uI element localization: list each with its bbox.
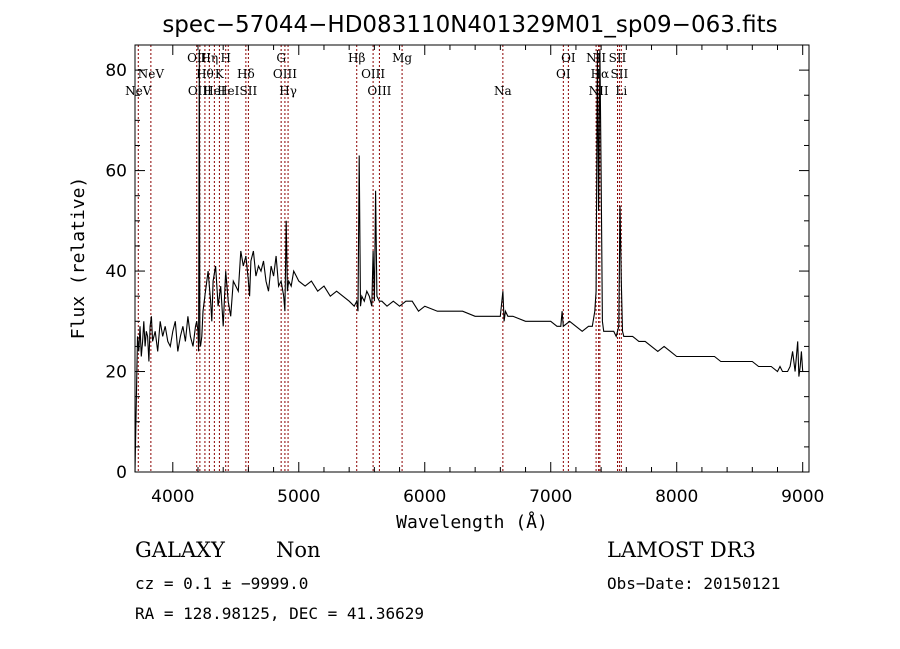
- emission-line-label: Hβ: [348, 51, 365, 65]
- emission-line-label: OIII: [273, 67, 297, 81]
- x-tick-label: 8000: [655, 487, 698, 507]
- emission-line-label: OII: [187, 51, 207, 65]
- y-tick-label: 40: [105, 262, 127, 282]
- emission-line-label: OIII: [188, 84, 212, 98]
- ra-dec-readout: RA = 128.98125, DEC = 41.36629: [135, 604, 424, 623]
- emission-line-label: Na: [494, 84, 512, 98]
- emission-line-label: Hη: [201, 51, 219, 65]
- emission-line-label: Hγ: [279, 84, 297, 98]
- emission-line-label: G: [276, 51, 286, 65]
- emission-line-label: OI: [561, 51, 576, 65]
- emission-line-label: Hθ: [196, 67, 214, 81]
- emission-line-label: OI: [556, 67, 571, 81]
- spectrum-line: [134, 49, 804, 473]
- y-tick-label: 20: [105, 363, 127, 383]
- x-tick-label: 4000: [151, 487, 194, 507]
- emission-line-label: NeV: [125, 84, 152, 98]
- x-axis: 4000 5000 6000 7000 8000 9000: [151, 45, 824, 507]
- survey-label: LAMOST DR3: [607, 538, 756, 562]
- x-tick-label: 5000: [277, 487, 320, 507]
- emission-line-labels: NeVNeVOIIOIIIHηHθHeIKHHeIHδSIIGOIIIHγHβO…: [125, 51, 628, 98]
- plot-frame: [134, 44, 810, 473]
- y-axis-label: Flux (relative): [68, 177, 89, 340]
- emission-line-label: NII: [589, 84, 609, 98]
- emission-line-label: K: [215, 67, 225, 81]
- emission-line-label: NII: [586, 51, 606, 65]
- emission-line-label: Hδ: [237, 67, 255, 81]
- obs-date-readout: Obs−Date: 20150121: [607, 574, 781, 593]
- emission-line-label: HeI: [203, 84, 226, 98]
- y-tick-label: 80: [105, 61, 127, 81]
- cz-readout: cz = 0.1 ± −9999.0: [135, 574, 309, 593]
- emission-line-label: OIII: [367, 84, 391, 98]
- y-tick-label: 60: [105, 162, 127, 182]
- emission-line-label: HeI: [217, 84, 240, 98]
- emission-line-label: NeV: [138, 67, 165, 81]
- y-tick-label: 0: [116, 463, 127, 483]
- emission-line-label: H: [220, 51, 230, 65]
- emission-line-label: Mg: [392, 51, 412, 65]
- y-axis: 0 20 40 60 80: [105, 44, 809, 483]
- x-tick-label: 6000: [403, 487, 446, 507]
- emission-line-label: Li: [615, 84, 627, 98]
- emission-line-label: SII: [609, 51, 627, 65]
- x-tick-label: 9000: [781, 487, 824, 507]
- chart-title: spec−57044−HD083110N401329M01_sp09−063.f…: [162, 12, 777, 38]
- object-subclass-label: Non: [276, 538, 321, 562]
- x-axis-label: Wavelength (Å): [396, 511, 548, 533]
- emission-line-label: OIII: [361, 67, 385, 81]
- emission-line-label: SII: [240, 84, 258, 98]
- emission-line-markers: [137, 45, 622, 472]
- object-class-label: GALAXY: [135, 538, 225, 562]
- x-tick-label: 7000: [529, 487, 572, 507]
- emission-line-label: SII: [611, 67, 629, 81]
